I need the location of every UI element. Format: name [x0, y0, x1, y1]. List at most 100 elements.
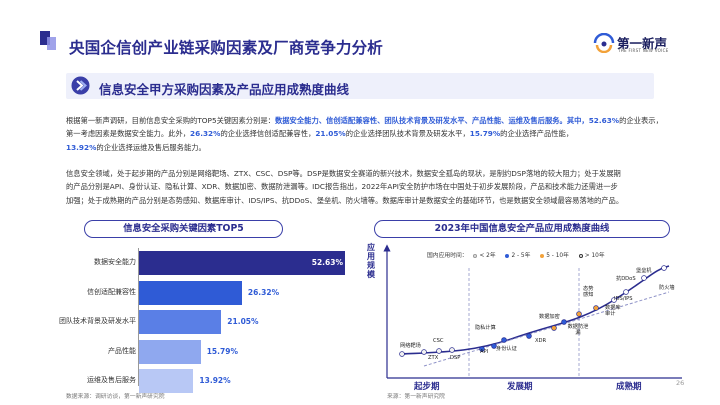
tech-label: 抗DDoS [616, 276, 636, 282]
bar-row: 团队技术背景及研发水平 21.05% [0, 310, 360, 334]
bar-value-label: 52.63% [311, 258, 343, 267]
curve-point [661, 265, 667, 271]
summary-paragraph: 根据第一新声调研，目前信息安全采购的TOP5关键因素分别是：数据安全能力、信创适… [66, 114, 666, 154]
tech-label: 隐私计算 [475, 325, 496, 331]
bar-row: 数据安全能力 52.63% [0, 251, 360, 275]
curve-point [551, 325, 557, 331]
section-chevron-icon [71, 76, 90, 95]
legend-title: 国内应用时间： [427, 253, 468, 259]
bar-category-label: 运维及售后服务 [87, 376, 136, 384]
legend-dot [540, 253, 545, 258]
stage-label-mature: 成熟期 [616, 382, 642, 392]
bar-chart-axis [138, 248, 139, 386]
section-title: 信息安全甲方采购因素及产品应用成熟度曲线 [99, 82, 350, 97]
left-source: 数据来源：调研访谈，第一新声研究院 [66, 394, 165, 400]
legend-item: 5 - 10年 [540, 253, 573, 259]
title-decoration [40, 31, 50, 45]
bar [139, 310, 222, 334]
tech-label: API [480, 349, 489, 355]
curve-point [641, 275, 647, 281]
tech-label: 身份认证 [496, 346, 517, 352]
para-highlight: 15.79% [469, 129, 501, 139]
bar-value-label: 15.79% [206, 346, 238, 356]
bar-row: 产品性能 15.79% [0, 339, 360, 364]
para-line: 的产品分别是API、身份认证、隐私计算、XDR、数据加密、数据防泄漏等。IDC报… [66, 182, 618, 192]
tech-label: 网络靶场 [400, 343, 421, 349]
curve-point [436, 348, 442, 354]
y-axis-label: 应用规模 [367, 243, 375, 279]
para-highlight: 26.32% [190, 129, 221, 139]
bar-value-label: 13.92% [199, 376, 231, 385]
stage-label-growth: 发展期 [507, 382, 533, 392]
tech-label: 态势感知 [583, 286, 594, 298]
para-text: 根据第一新声调研，目前信息安全采购的TOP5关键因素分别是： [66, 116, 275, 125]
bar-chart: 数据安全能力 52.63% 信创适配兼容性 26.32% 团队技术背景及研发水平 21.0… [0, 245, 360, 393]
bar [139, 339, 201, 364]
bar [139, 280, 242, 305]
section-banner [66, 73, 654, 99]
tech-label: CSC [433, 338, 444, 344]
curve-point [593, 305, 599, 311]
tech-label: 堡垒机 [636, 268, 652, 274]
curve-point [399, 351, 405, 357]
page-number: 26 [676, 379, 685, 387]
bar-value-label: 26.32% [247, 287, 280, 297]
curve-point [421, 349, 427, 355]
para-line: 信息安全领域，处于起步期的产品分别是网络靶场、ZTX、CSC、DSP等。DSP是… [66, 169, 621, 178]
para-text: 的企业选择产品性能， [500, 129, 574, 139]
para-text: 的企业选择运维及售后服务能力。 [96, 142, 206, 152]
legend-dot [473, 253, 478, 258]
para-line: 加强；处于成熟期的产品分别是态势感知、数据库审计、IDS/IPS、抗DDoS、堡… [66, 195, 624, 205]
bar [139, 369, 194, 393]
logo-mark-icon [593, 33, 615, 53]
curve-chart-title: 2023年中国信息安全产品应用成熟度曲线 [374, 220, 670, 238]
right-source: 来源：第一新声研究院 [387, 394, 445, 400]
maturity-curve-chart [383, 244, 682, 379]
curve-points [399, 265, 667, 357]
curve-point [449, 347, 455, 353]
legend-label: 5 - 10年 [546, 253, 569, 259]
logo-text: 第一新声 [617, 36, 668, 51]
bar-category-label: 数据安全能力 [94, 258, 136, 266]
logo-subtext: THE FIRST NEW VOICE [618, 48, 669, 53]
curve-point [491, 343, 497, 349]
bar-category-label: 团队技术背景及研发水平 [59, 317, 136, 325]
legend-dot [505, 253, 510, 258]
tech-label: XDR [535, 338, 547, 344]
stage-label-start: 起步期 [414, 382, 440, 392]
tech-label: ZTX [428, 355, 439, 361]
bar-row: 信创适配兼容性 26.32% [0, 280, 360, 305]
legend-label: 2 - 5年 [511, 253, 531, 259]
brand-logo: 第一新声 THE FIRST NEW VOICE [593, 30, 673, 56]
para-highlight: 数据安全能力、信创适配兼容性、团队技术背景及研发水平、产品性能、运维及售后服务。… [274, 116, 620, 125]
legend-item: > 10年 [578, 253, 609, 259]
curve-point [576, 311, 582, 317]
bar-category-label: 产品性能 [108, 346, 136, 355]
legend-item: 2 - 5年 [505, 253, 534, 259]
bar-category-label: 信创适配兼容性 [87, 287, 136, 296]
para-text: 的企业选择团队技术背景及研发水平， [345, 129, 470, 139]
bar-value-label: 21.05% [227, 317, 259, 326]
page-title: 央国企信创产业链采购因素及厂商竞争力分析 [69, 39, 384, 57]
para-text: 的企业选择信创适配兼容性， [220, 129, 316, 139]
bar [139, 251, 345, 275]
tech-label: 数据加密 [539, 314, 560, 320]
curve-point [526, 333, 532, 339]
tech-label: DSP [450, 355, 461, 361]
legend-dot [578, 253, 583, 258]
curve-point [561, 319, 567, 325]
product-paragraph: 信息安全领域，处于起步期的产品分别是网络靶场、ZTX、CSC、DSP等。DSP是… [66, 167, 666, 207]
curve-point [479, 346, 485, 352]
trend-line [423, 291, 670, 367]
title-decoration-accent [47, 37, 56, 50]
bar-chart-title: 信息安全采购关键因素TOP5 [84, 220, 283, 238]
curve-point [623, 289, 629, 295]
legend-label: < 2年 [479, 253, 496, 259]
tech-label: 数据防泄漏 [567, 324, 589, 336]
tech-label: IDS/IPS [614, 296, 633, 302]
para-text: 的企业表示，第一考虑因素是数据安全能力。此外， [66, 116, 663, 139]
tech-label: 防火墙 [659, 285, 675, 291]
legend-item: < 2年 [473, 253, 499, 259]
bar-row: 运维及售后服务 13.92% [0, 369, 360, 393]
